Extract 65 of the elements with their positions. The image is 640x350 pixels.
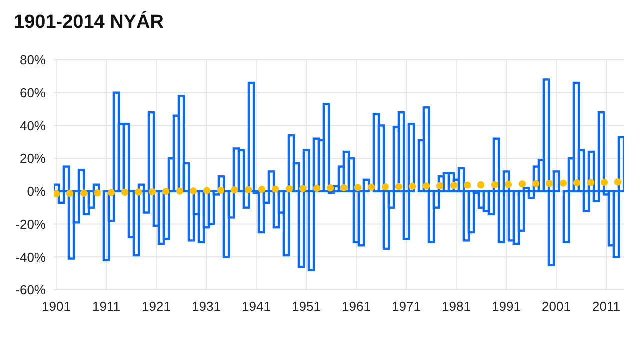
point bbox=[491, 181, 499, 188]
point bbox=[587, 179, 595, 186]
y-tick-label: 40% bbox=[20, 118, 46, 134]
point bbox=[326, 184, 334, 192]
y-tick-label: 0% bbox=[27, 184, 46, 200]
point bbox=[244, 186, 252, 194]
y-tick-label: 60% bbox=[20, 85, 46, 100]
x-tick-label: 2011 bbox=[592, 299, 620, 314]
point bbox=[54, 190, 60, 198]
y-tick-label: -40% bbox=[16, 250, 46, 265]
point bbox=[190, 188, 198, 195]
point bbox=[162, 188, 170, 196]
point bbox=[80, 190, 88, 197]
x-tick-label: 1971 bbox=[392, 299, 421, 314]
x-tick-label: 1961 bbox=[342, 299, 371, 314]
point bbox=[464, 182, 472, 189]
x-tick-label: 1901 bbox=[42, 299, 71, 314]
x-tick-label: 1991 bbox=[492, 299, 521, 314]
point bbox=[546, 180, 554, 188]
point bbox=[340, 184, 348, 192]
point bbox=[504, 180, 512, 188]
x-tick-label: 1951 bbox=[292, 299, 321, 314]
point bbox=[94, 189, 102, 197]
point bbox=[66, 190, 74, 198]
point bbox=[573, 179, 581, 187]
point bbox=[108, 189, 116, 196]
point bbox=[450, 182, 458, 190]
point bbox=[286, 186, 294, 193]
y-tick-label: 20% bbox=[20, 151, 46, 166]
chart-title: 1901-2014 NYÁR bbox=[14, 12, 164, 34]
point bbox=[600, 178, 608, 186]
point bbox=[408, 182, 416, 190]
x-tick-label: 2001 bbox=[542, 299, 571, 314]
point bbox=[230, 186, 238, 194]
point bbox=[518, 180, 526, 188]
point bbox=[299, 185, 307, 192]
x-tick-label: 1911 bbox=[92, 299, 120, 314]
y-tick-label: -20% bbox=[16, 216, 46, 232]
point bbox=[313, 184, 321, 192]
point bbox=[217, 186, 225, 194]
point bbox=[121, 188, 129, 196]
point bbox=[395, 183, 403, 190]
point bbox=[422, 182, 430, 190]
bar bbox=[248, 82, 256, 193]
point bbox=[176, 188, 184, 195]
point bbox=[436, 182, 444, 190]
x-tick-label: 1981 bbox=[442, 299, 471, 314]
point bbox=[354, 184, 362, 192]
x-tick-label: 1931 bbox=[192, 299, 221, 314]
point bbox=[258, 186, 266, 194]
point bbox=[272, 186, 280, 193]
point bbox=[532, 180, 540, 188]
point bbox=[134, 188, 142, 196]
y-tick-label: -60% bbox=[16, 282, 46, 298]
y-tick-label: 80% bbox=[20, 52, 46, 68]
bar bbox=[112, 92, 120, 193]
point bbox=[382, 183, 390, 191]
point bbox=[203, 187, 211, 194]
point bbox=[477, 181, 485, 189]
x-tick-label: 1941 bbox=[242, 299, 271, 314]
point bbox=[560, 180, 568, 187]
point bbox=[614, 178, 622, 186]
point bbox=[148, 188, 156, 196]
point bbox=[368, 184, 376, 191]
x-tick-label: 1921 bbox=[142, 299, 171, 314]
